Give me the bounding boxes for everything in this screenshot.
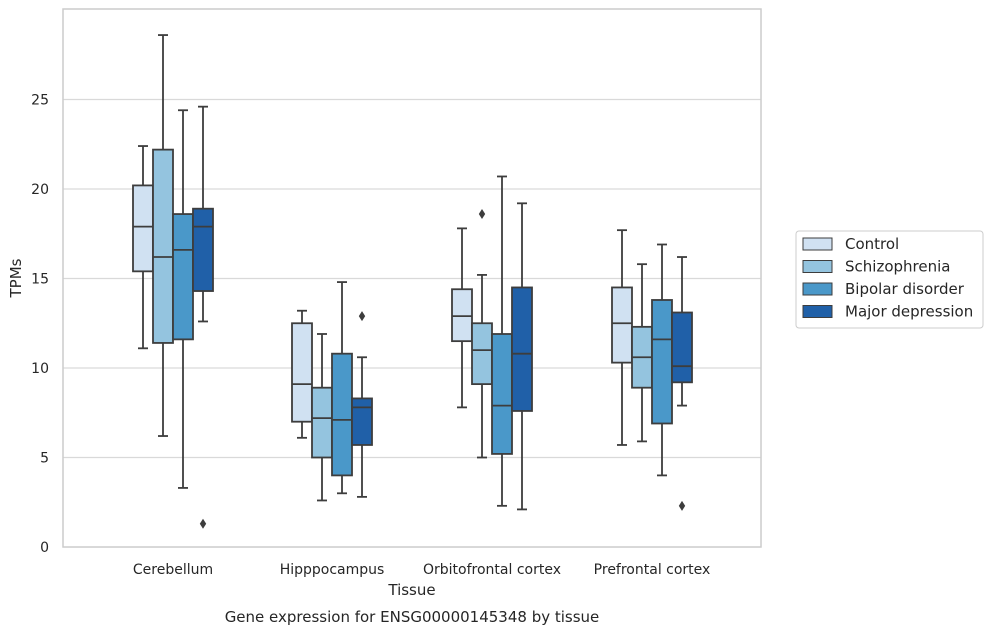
y-axis-label: TPMs <box>7 258 25 298</box>
legend-frame <box>795 230 984 329</box>
legend-swatch <box>802 237 833 251</box>
box-iqr <box>311 386 333 459</box>
box-iqr <box>651 299 673 425</box>
box-iqr <box>491 333 513 455</box>
box-iqr <box>511 286 533 412</box>
y-tick-label: 10 <box>31 361 49 377</box>
x-tick-label: Orbitofrontal cortex <box>423 562 561 578</box>
box-iqr <box>331 352 353 477</box>
legend-label: Bipolar disorder <box>845 280 965 298</box>
box-major-depression-prefrontal-cortex <box>671 256 693 511</box>
box-major-depression-cerebellum <box>192 105 214 529</box>
box-iqr <box>611 286 633 364</box>
outlier-point <box>199 518 207 529</box>
box-iqr <box>132 184 154 273</box>
y-tick-label: 0 <box>40 540 49 556</box>
plot-area <box>132 34 693 529</box>
y-tick-label: 15 <box>31 272 49 288</box>
legend-label: Control <box>845 235 899 253</box>
legend-swatch <box>802 260 833 273</box>
legend-swatch <box>802 282 833 296</box>
legend: Control Schizophrenia Bipolar disorder Majo… <box>795 230 984 329</box>
box-bipolar-disorder-orbitofrontal-cortex <box>491 175 513 507</box>
x-axis-ticks: Cerebellum Hipppocampus Orbitofrontal cort… <box>133 562 710 578</box>
box-iqr <box>351 397 373 446</box>
box-control-orbitofrontal-cortex <box>451 227 473 409</box>
y-tick-label: 20 <box>31 182 49 198</box>
x-tick-label: Prefrontal cortex <box>594 562 711 578</box>
box-iqr <box>172 213 194 341</box>
box-iqr <box>291 322 313 423</box>
box-iqr <box>671 311 693 384</box>
y-tick-label: 5 <box>40 451 49 467</box>
box-iqr <box>152 148 174 344</box>
x-axis-label: Tissue <box>387 581 435 599</box>
box-iqr <box>192 207 214 292</box>
legend-swatch <box>802 305 833 318</box>
outlier-point <box>358 311 366 322</box>
box-control-hipppocampus <box>291 309 313 439</box>
legend-label: Schizophrenia <box>845 258 950 276</box>
outlier-point <box>478 209 486 220</box>
box-bipolar-disorder-hipppocampus <box>331 281 353 495</box>
box-schizophrenia-cerebellum <box>152 34 174 437</box>
box-major-depression-orbitofrontal-cortex <box>511 202 533 511</box>
x-tick-label: Hipppocampus <box>280 562 385 578</box>
box-control-prefrontal-cortex <box>611 229 633 446</box>
outlier-point <box>678 500 686 511</box>
box-control-cerebellum <box>132 145 154 350</box>
y-axis-ticks: 0 5 10 15 20 25 <box>31 93 49 557</box>
legend-label: Major depression <box>845 303 973 321</box>
box-major-depression-hipppocampus <box>351 311 373 498</box>
box-iqr <box>471 322 493 386</box>
chart-caption: Gene expression for ENSG00000145348 by t… <box>225 608 600 626</box>
box-schizophrenia-orbitofrontal-cortex <box>471 209 493 459</box>
y-tick-label: 25 <box>31 93 49 109</box>
box-schizophrenia-prefrontal-cortex <box>631 263 653 443</box>
plot-frame <box>62 8 762 548</box>
box-bipolar-disorder-prefrontal-cortex <box>651 243 673 477</box>
x-tick-label: Cerebellum <box>133 562 213 578</box>
